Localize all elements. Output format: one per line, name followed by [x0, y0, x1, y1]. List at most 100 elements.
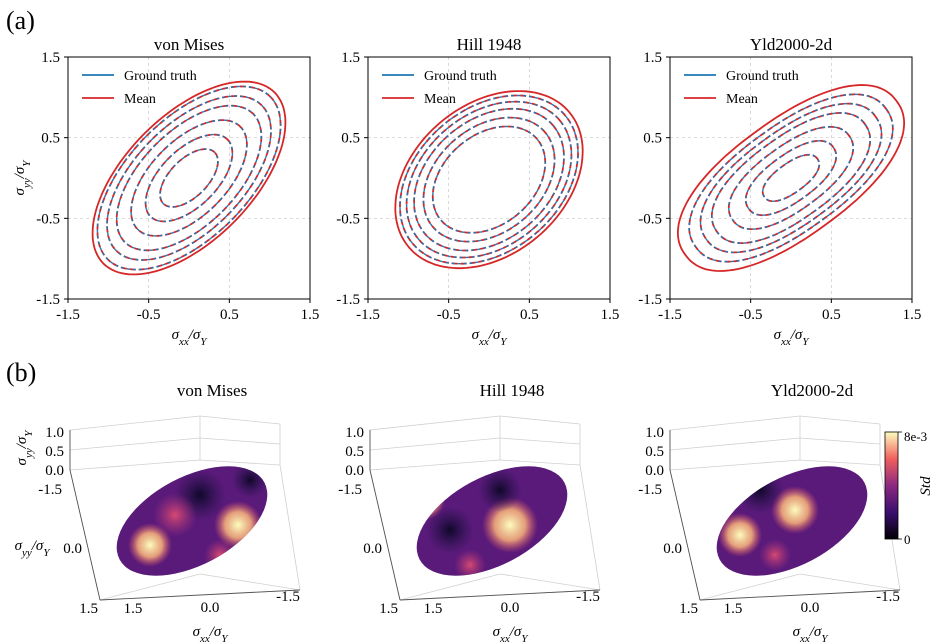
surface-patch	[153, 493, 197, 537]
y-tick-label: 1.5	[679, 601, 698, 617]
legend-label-mean: Mean	[726, 92, 758, 107]
y-tick-label: 0.0	[663, 541, 682, 557]
surface-patch	[128, 523, 172, 567]
x-tick-label: 0.0	[501, 600, 520, 616]
axes-frame	[67, 56, 311, 300]
z-tick-label: 0.0	[45, 463, 64, 479]
x-axis-label: σxx/σY	[172, 327, 209, 348]
pane-line	[799, 415, 881, 425]
mean-contour	[677, 84, 905, 272]
y-axis-label: σyy/σY	[15, 538, 52, 559]
mean-contour	[688, 93, 894, 263]
surface	[100, 460, 286, 585]
z-tick-label: 0.0	[345, 463, 364, 479]
y-tick-label: -1.5	[338, 482, 362, 498]
y-tick-label: 1.5	[79, 601, 98, 617]
x-axis-line	[399, 589, 601, 601]
z-tick-label: 1.0	[345, 425, 364, 441]
x-tick-label: 1.5	[903, 307, 922, 323]
pane-line	[199, 459, 281, 466]
y-tick-label: 1.5	[341, 50, 360, 66]
pane-line	[69, 459, 201, 471]
z-tick-label: 1.0	[645, 425, 664, 441]
chart-title: Yld2000-2d	[750, 35, 833, 54]
legend-label-ground-truth: Ground truth	[726, 69, 799, 84]
colorbar-min-label: 0	[904, 532, 911, 547]
x-tick-label: -1.5	[576, 589, 600, 605]
surface	[698, 460, 886, 585]
legend-label-ground-truth: Ground truth	[424, 69, 497, 84]
surface-patch	[759, 539, 791, 571]
chart-title: von Mises	[154, 35, 224, 54]
mean-contour	[431, 125, 547, 234]
colorbar: 8e-3 0 Std	[884, 429, 934, 547]
mean-contour	[115, 104, 263, 252]
y-tick-label: -0.5	[336, 211, 360, 227]
z-axis-label: σyy/σY	[14, 429, 35, 466]
x-tick-label: -1.5	[276, 589, 300, 605]
pane-line	[399, 573, 501, 601]
ground-truth-contour	[711, 112, 871, 244]
x-tick-label: -1.5	[56, 307, 80, 323]
std-surface-panel-2: Hill 1948 1.0 0.5 0.0 -1.5 0.0 1.5 1.5 0.0 -1.5 σx…	[338, 381, 601, 644]
y-tick-label: -1.5	[638, 482, 662, 498]
contour-panel-1: -1.5 -0.5 0.5 1.5 -1.5 -0.5 0.5 1.5 von Mises σxx…	[12, 35, 319, 348]
surface	[398, 460, 586, 585]
mean-contour	[699, 102, 883, 254]
std-surface-panel-1: von Mises 1.0 0.5 0.0 -1.5 0.0 1.5 1.5 0.0 -1.5 σx…	[14, 381, 301, 644]
y-axis-line	[369, 469, 401, 601]
mean-contour	[91, 80, 287, 276]
y-axis-line	[69, 469, 101, 601]
y-tick-label: 1.5	[41, 50, 60, 66]
ground-truth-contour	[432, 125, 546, 234]
y-tick-label: 0.5	[341, 131, 360, 147]
pane-line	[799, 459, 881, 466]
surface-title: Hill 1948	[480, 381, 545, 400]
pane-line	[799, 437, 881, 445]
legend-label-mean: Mean	[124, 92, 156, 107]
surface-patch	[426, 506, 474, 554]
y-tick-label: 1.5	[379, 601, 398, 617]
pane-line	[369, 437, 501, 451]
z-tick-label: 0.5	[645, 444, 664, 460]
pane-line	[499, 573, 601, 591]
panel-a-contour-plots: -1.5 -0.5 0.5 1.5 -1.5 -0.5 0.5 1.5 von Mises σxx…	[12, 35, 921, 348]
y-tick-label: 0.0	[363, 541, 382, 557]
pane-line	[669, 459, 801, 471]
surface-patch	[454, 549, 486, 581]
x-tick-label: -0.5	[739, 307, 763, 323]
x-tick-label: 0.5	[520, 307, 539, 323]
ground-truth-contour	[728, 126, 854, 230]
x-tick-label: -1.5	[356, 307, 380, 323]
x-axis-label: σxx/σY	[472, 327, 509, 348]
ground-truth-contour	[699, 102, 883, 254]
axes-frame	[367, 56, 611, 300]
y-tick-label: 0.5	[643, 131, 662, 147]
pane-line	[199, 415, 281, 425]
pane-line	[799, 573, 901, 591]
x-tick-label: -0.5	[437, 307, 461, 323]
y-axis-line	[669, 469, 701, 601]
chart-title: Hill 1948	[457, 35, 522, 54]
x-axis-label: σxx/σY	[774, 327, 811, 348]
y-tick-label: -1.5	[336, 292, 360, 308]
std-surface-panel-3: Yld2000-2d 1.0 0.5 0.0 -1.5 0.0 1.5 1.5 0.0 -1.5 σ…	[638, 381, 901, 644]
surface-title: Yld2000-2d	[771, 381, 854, 400]
y-tick-label: 0.0	[63, 541, 82, 557]
x-axis-label: σxx/σY	[193, 624, 230, 644]
pane-line	[669, 437, 801, 451]
y-tick-label: -0.5	[638, 211, 662, 227]
mean-contour	[144, 133, 234, 223]
ground-truth-contour	[96, 85, 282, 271]
pane-line	[199, 573, 301, 591]
z-tick-label: 0.5	[345, 444, 364, 460]
surface-title: von Mises	[177, 381, 247, 400]
ground-truth-contour	[116, 105, 262, 251]
mean-contour	[727, 126, 855, 230]
x-axis-line	[699, 589, 901, 601]
y-axis-label: σyy/σY	[12, 159, 33, 196]
contour-panel-3: -1.5 -0.5 0.5 1.5 -1.5 -0.5 0.5 1.5 Yld2000-2d σx…	[638, 35, 921, 348]
x-tick-label: -1.5	[876, 589, 900, 605]
surface-patch	[232, 462, 268, 498]
